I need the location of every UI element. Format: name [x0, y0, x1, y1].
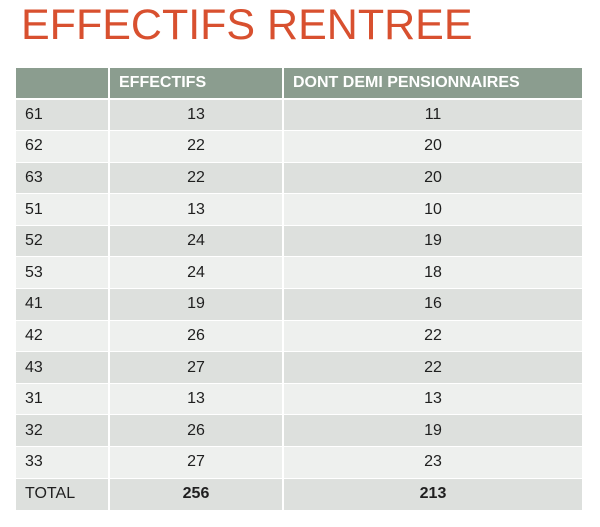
row-label: 51	[16, 193, 110, 226]
row-label: 52	[16, 225, 110, 258]
effectifs-value: 26	[109, 320, 284, 353]
total-row: TOTAL 256 213	[16, 478, 582, 510]
row-label: 33	[16, 446, 110, 479]
demi-pensionnaires-value: 10	[283, 193, 582, 226]
row-label: 43	[16, 351, 110, 384]
header-effectifs: EFFECTIFS	[109, 68, 284, 100]
effectifs-value: 27	[109, 351, 284, 384]
effectifs-value: 24	[109, 225, 284, 258]
total-demi-pensionnaires: 213	[283, 478, 582, 510]
effectifs-value: 27	[109, 446, 284, 479]
slide-title: EFFECTIFS RENTREE	[21, 1, 473, 49]
demi-pensionnaires-value: 22	[283, 320, 582, 353]
table-body: 61 13 11 62 22 20 63 22 20 51 13 10 52 2…	[16, 99, 582, 510]
effectifs-value: 22	[109, 130, 284, 163]
table-row: 62 22 20	[16, 130, 582, 163]
table-header: EFFECTIFS DONT DEMI PENSIONNAIRES	[16, 68, 582, 100]
row-label: 31	[16, 383, 110, 416]
effectifs-value: 13	[109, 193, 284, 226]
total-effectifs: 256	[109, 478, 284, 510]
demi-pensionnaires-value: 22	[283, 351, 582, 384]
table-row: 31 13 13	[16, 383, 582, 416]
table-row: 61 13 11	[16, 99, 582, 132]
table-row: 41 19 16	[16, 288, 582, 321]
table-row: 63 22 20	[16, 162, 582, 195]
effectifs-value: 22	[109, 162, 284, 195]
total-label: TOTAL	[16, 478, 110, 510]
header-label-column	[16, 68, 110, 100]
demi-pensionnaires-value: 20	[283, 130, 582, 163]
demi-pensionnaires-value: 19	[283, 414, 582, 448]
row-label: 62	[16, 130, 110, 163]
row-label: 42	[16, 320, 110, 353]
demi-pensionnaires-value: 13	[283, 383, 582, 416]
demi-pensionnaires-value: 19	[283, 225, 582, 258]
effectifs-value: 19	[109, 288, 284, 321]
demi-pensionnaires-value: 18	[283, 256, 582, 290]
row-label: 63	[16, 162, 110, 195]
table-row: 53 24 18	[16, 256, 582, 290]
effectifs-value: 13	[109, 383, 284, 416]
row-label: 61	[16, 99, 110, 132]
table-row: 43 27 22	[16, 351, 582, 384]
demi-pensionnaires-value: 16	[283, 288, 582, 321]
header-demi-pensionnaires: DONT DEMI PENSIONNAIRES	[283, 68, 582, 100]
table-row: 42 26 22	[16, 320, 582, 353]
table-row: 52 24 19	[16, 225, 582, 258]
row-label: 53	[16, 256, 110, 290]
effectifs-value: 26	[109, 414, 284, 448]
demi-pensionnaires-value: 20	[283, 162, 582, 195]
demi-pensionnaires-value: 11	[283, 99, 582, 132]
table-row: 33 27 23	[16, 446, 582, 479]
row-label: 41	[16, 288, 110, 321]
effectifs-value: 13	[109, 99, 284, 132]
demi-pensionnaires-value: 23	[283, 446, 582, 479]
row-label: 32	[16, 414, 110, 448]
table-row: 32 26 19	[16, 414, 582, 448]
table-row: 51 13 10	[16, 193, 582, 226]
header-row: EFFECTIFS DONT DEMI PENSIONNAIRES	[16, 68, 582, 100]
effectifs-value: 24	[109, 256, 284, 290]
enrollment-table: EFFECTIFS DONT DEMI PENSIONNAIRES 61 13 …	[16, 68, 582, 510]
